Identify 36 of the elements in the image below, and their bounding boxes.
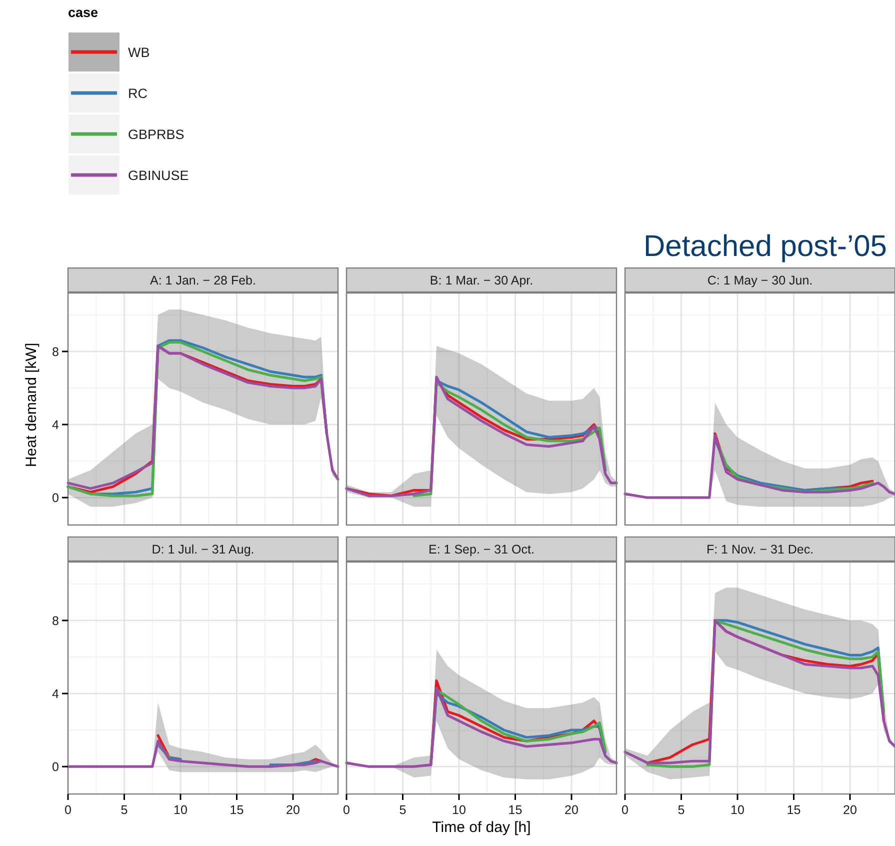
legend-label: GBINUSE: [128, 168, 189, 183]
x-tick-label: 15: [786, 803, 801, 817]
chart-title: E: 1 Sep. − 31 Oct.: [428, 542, 534, 556]
x-tick-label: 15: [230, 803, 244, 817]
x-tick-label: 20: [564, 803, 578, 817]
y-tick-label: 8: [52, 614, 60, 628]
chart-title: A: 1 Jan. − 28 Feb.: [150, 274, 256, 288]
x-axis-title: Time of day [h]: [432, 819, 531, 836]
legend-label: GBPRBS: [128, 127, 184, 142]
x-tick-label: 20: [286, 803, 300, 817]
y-axis-title: Heat demand [kW]: [23, 342, 40, 468]
y-tick-label: 4: [52, 418, 60, 432]
line-series: [66, 740, 340, 768]
x-tick-label: 0: [343, 803, 350, 817]
x-tick-label: 5: [399, 803, 406, 817]
y-tick-label: 0: [52, 491, 60, 506]
x-tick-label: 5: [120, 803, 128, 817]
y-tick-label: 4: [52, 687, 60, 702]
legend-label: WB: [128, 45, 150, 60]
x-tick-label: 0: [622, 803, 629, 817]
x-tick-label: 15: [508, 803, 522, 817]
legend-label: RC: [128, 86, 148, 101]
chart-title: D: 1 Jul. − 31 Aug.: [152, 542, 254, 556]
chart-title: B: 1 Mar. − 30 Apr.: [430, 274, 534, 288]
text: Detached post-’05: [644, 230, 887, 263]
y-tick-label: 8: [52, 344, 60, 359]
x-tick-label: 0: [64, 803, 72, 817]
legend-title: case: [68, 5, 99, 20]
x-tick-label: 10: [174, 803, 188, 817]
chart-title: C: 1 May − 30 Jun.: [707, 274, 813, 288]
x-tick-label: 10: [452, 803, 466, 817]
x-tick-label: 5: [678, 803, 685, 817]
x-tick-label: 10: [730, 803, 744, 817]
y-tick-label: 0: [52, 760, 60, 774]
chart-title: F: 1 Nov. − 31 Dec.: [706, 542, 814, 556]
x-tick-label: 20: [843, 803, 857, 817]
